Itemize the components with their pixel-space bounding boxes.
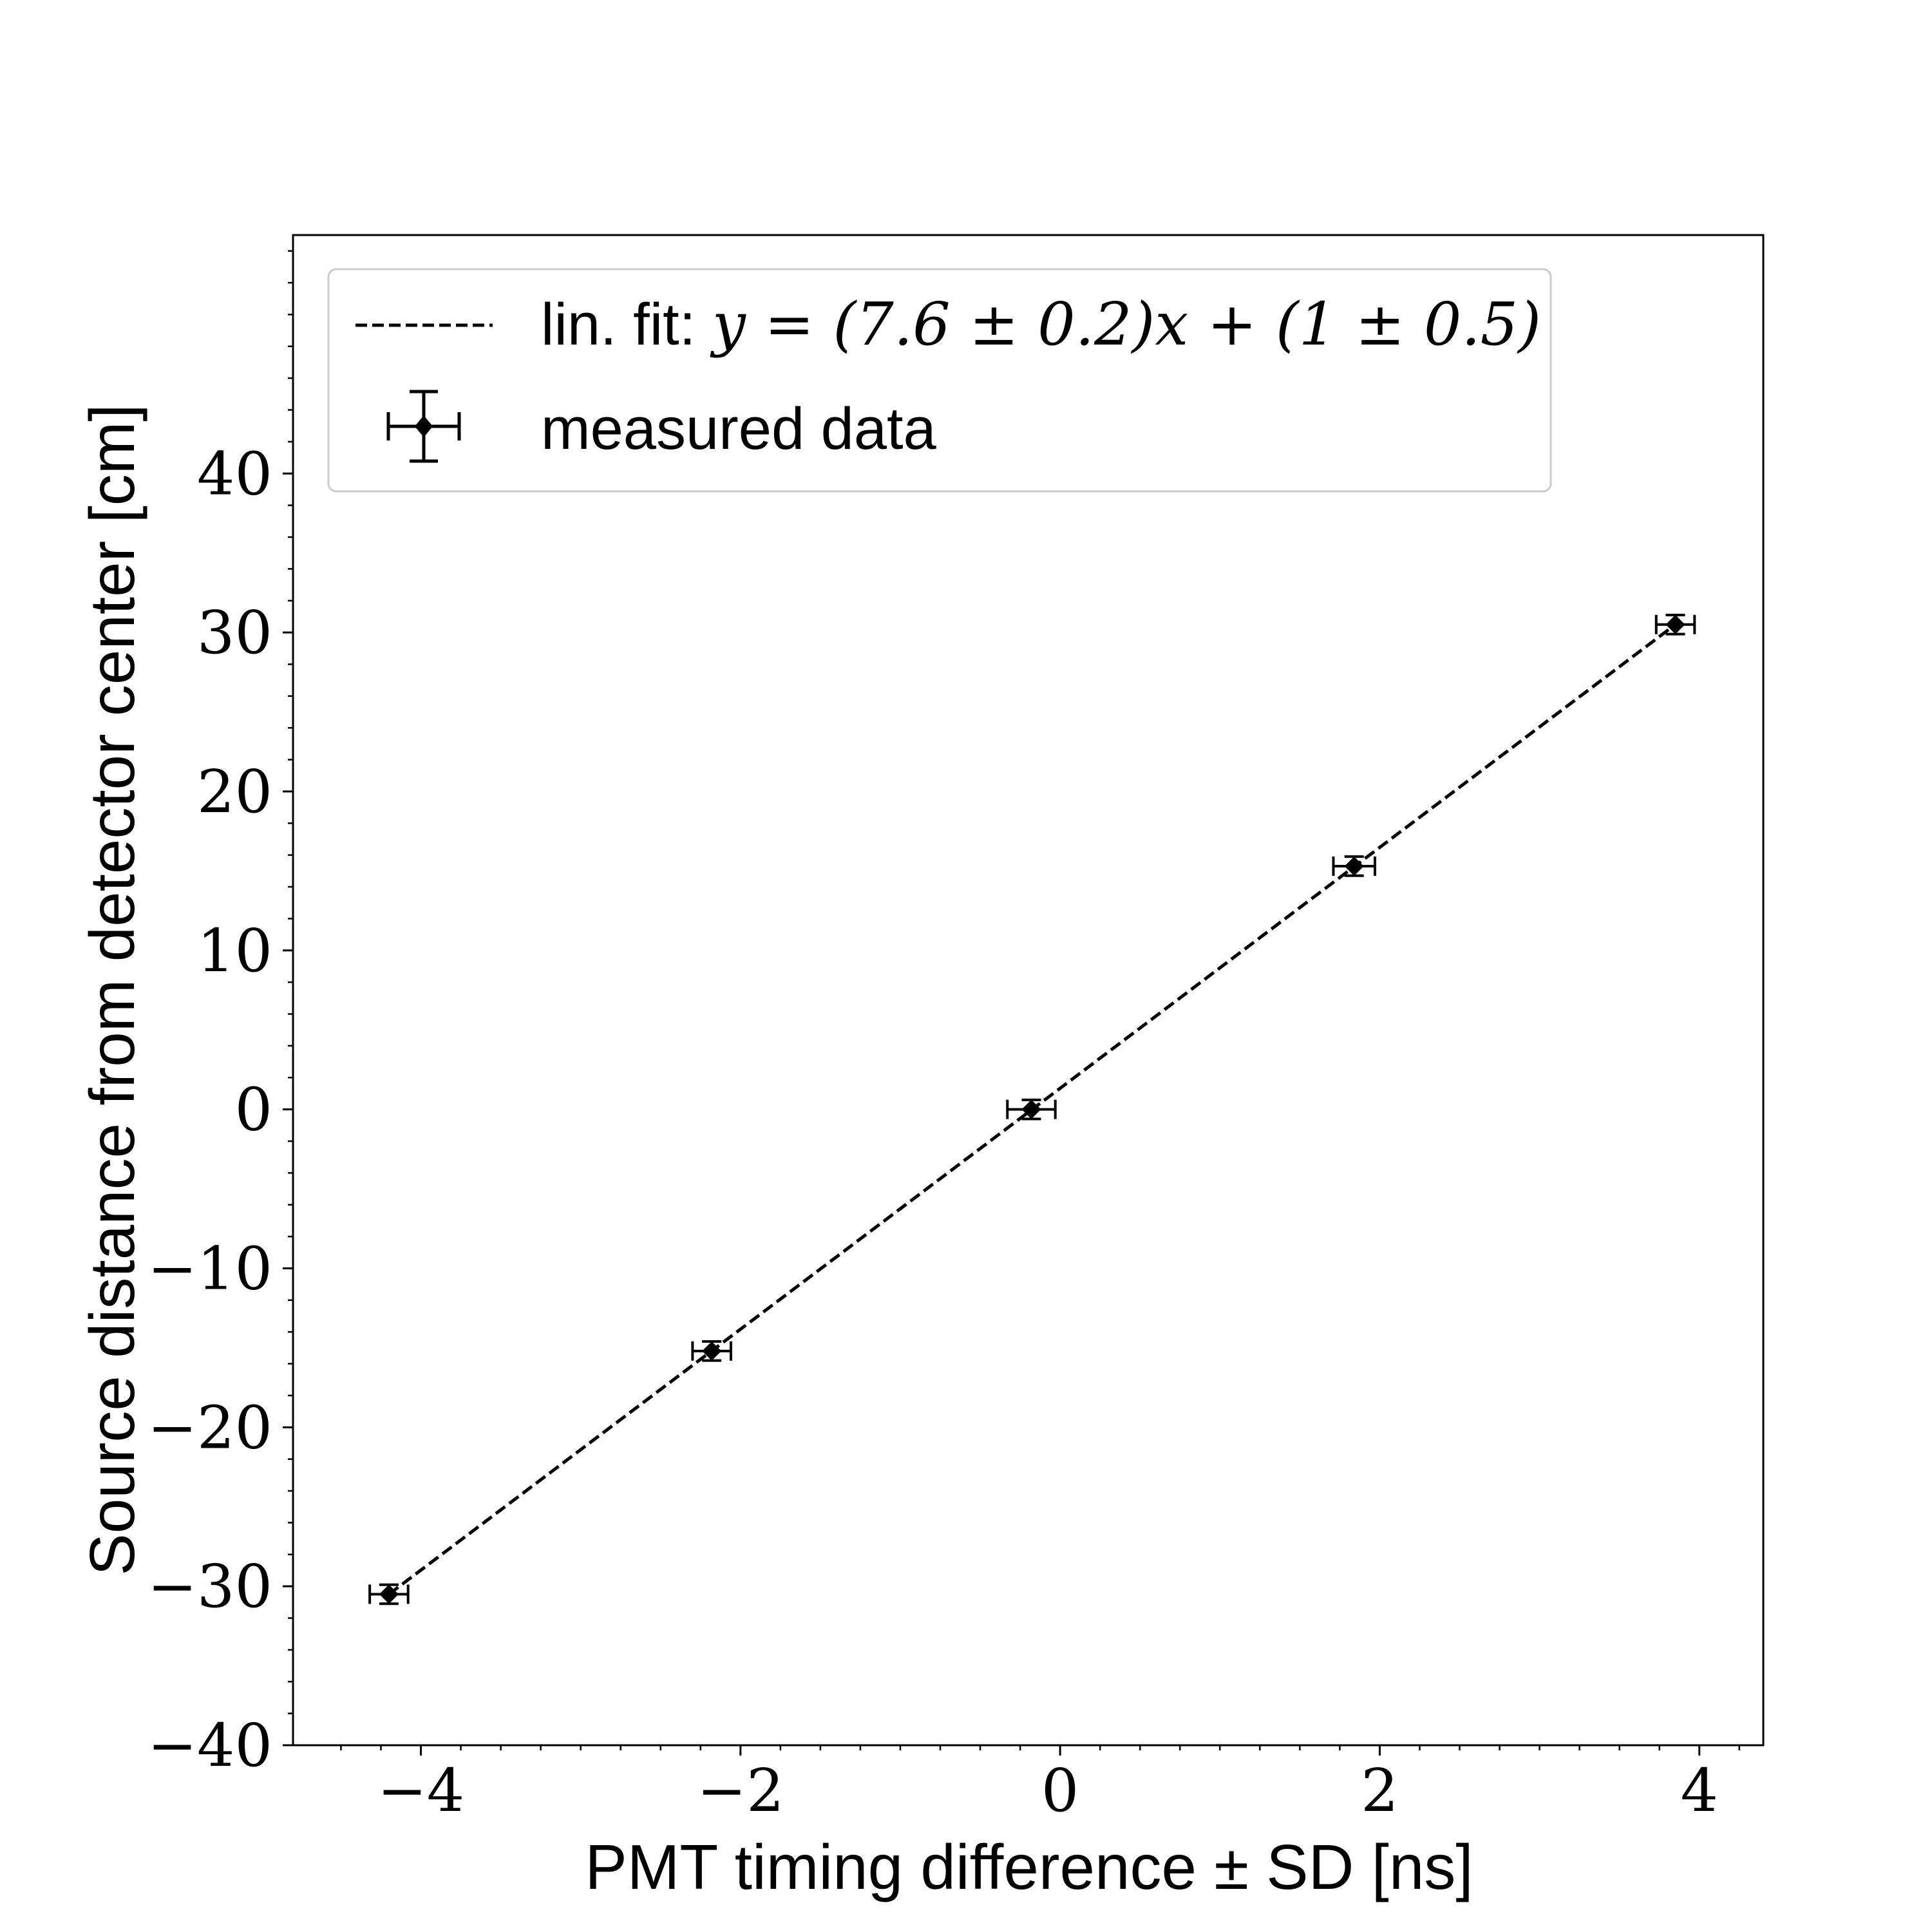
data-point [691, 1340, 732, 1362]
data-point [1006, 1098, 1057, 1121]
legend-errorbar-icon [386, 390, 461, 463]
legend-fit-prefix: lin. fit: [541, 292, 712, 357]
data-marker [1021, 1099, 1041, 1119]
x-tick-label: 0 [1041, 1756, 1079, 1825]
legend: lin. fit: y = (7.6 ± 0.2)x + (1 ± 0.5) m… [327, 268, 1552, 493]
data-marker [1344, 856, 1364, 876]
data-marker [379, 1584, 399, 1604]
y-tick-label: 40 [197, 439, 272, 508]
x-axis-label: PMT timing difference ± SD [ns] [585, 1832, 1473, 1902]
y-tick-label: −10 [147, 1234, 272, 1303]
data-marker [702, 1341, 722, 1361]
y-tick-label: −20 [147, 1393, 272, 1462]
legend-fit-label: lin. fit: y = (7.6 ± 0.2)x + (1 ± 0.5) [541, 290, 1541, 359]
y-tick-label: −40 [147, 1711, 272, 1780]
y-tick-label: 0 [234, 1075, 272, 1144]
axes-frame [292, 234, 1765, 1747]
plot-area [368, 613, 1696, 1605]
x-tick-label: −2 [697, 1756, 784, 1825]
y-tick-label: 20 [197, 757, 272, 826]
data-point [1654, 613, 1696, 636]
y-tick-label: 30 [197, 598, 272, 667]
data-point [368, 1583, 410, 1605]
y-tick-label: −30 [147, 1552, 272, 1621]
y-tick-label: 10 [197, 916, 272, 985]
legend-fit-equation: y = (7.6 ± 0.2)x + (1 ± 0.5) [710, 290, 1541, 359]
legend-data-label: measured data [541, 396, 937, 462]
x-tick-label: 4 [1680, 1756, 1718, 1825]
x-tick-label: −4 [377, 1756, 465, 1825]
legend-box [327, 268, 1552, 493]
x-tick-label: 2 [1361, 1756, 1399, 1825]
data-marker [1665, 614, 1685, 634]
data-point [1332, 855, 1376, 877]
y-axis-label: Source distance from detector center [cm… [77, 404, 147, 1575]
